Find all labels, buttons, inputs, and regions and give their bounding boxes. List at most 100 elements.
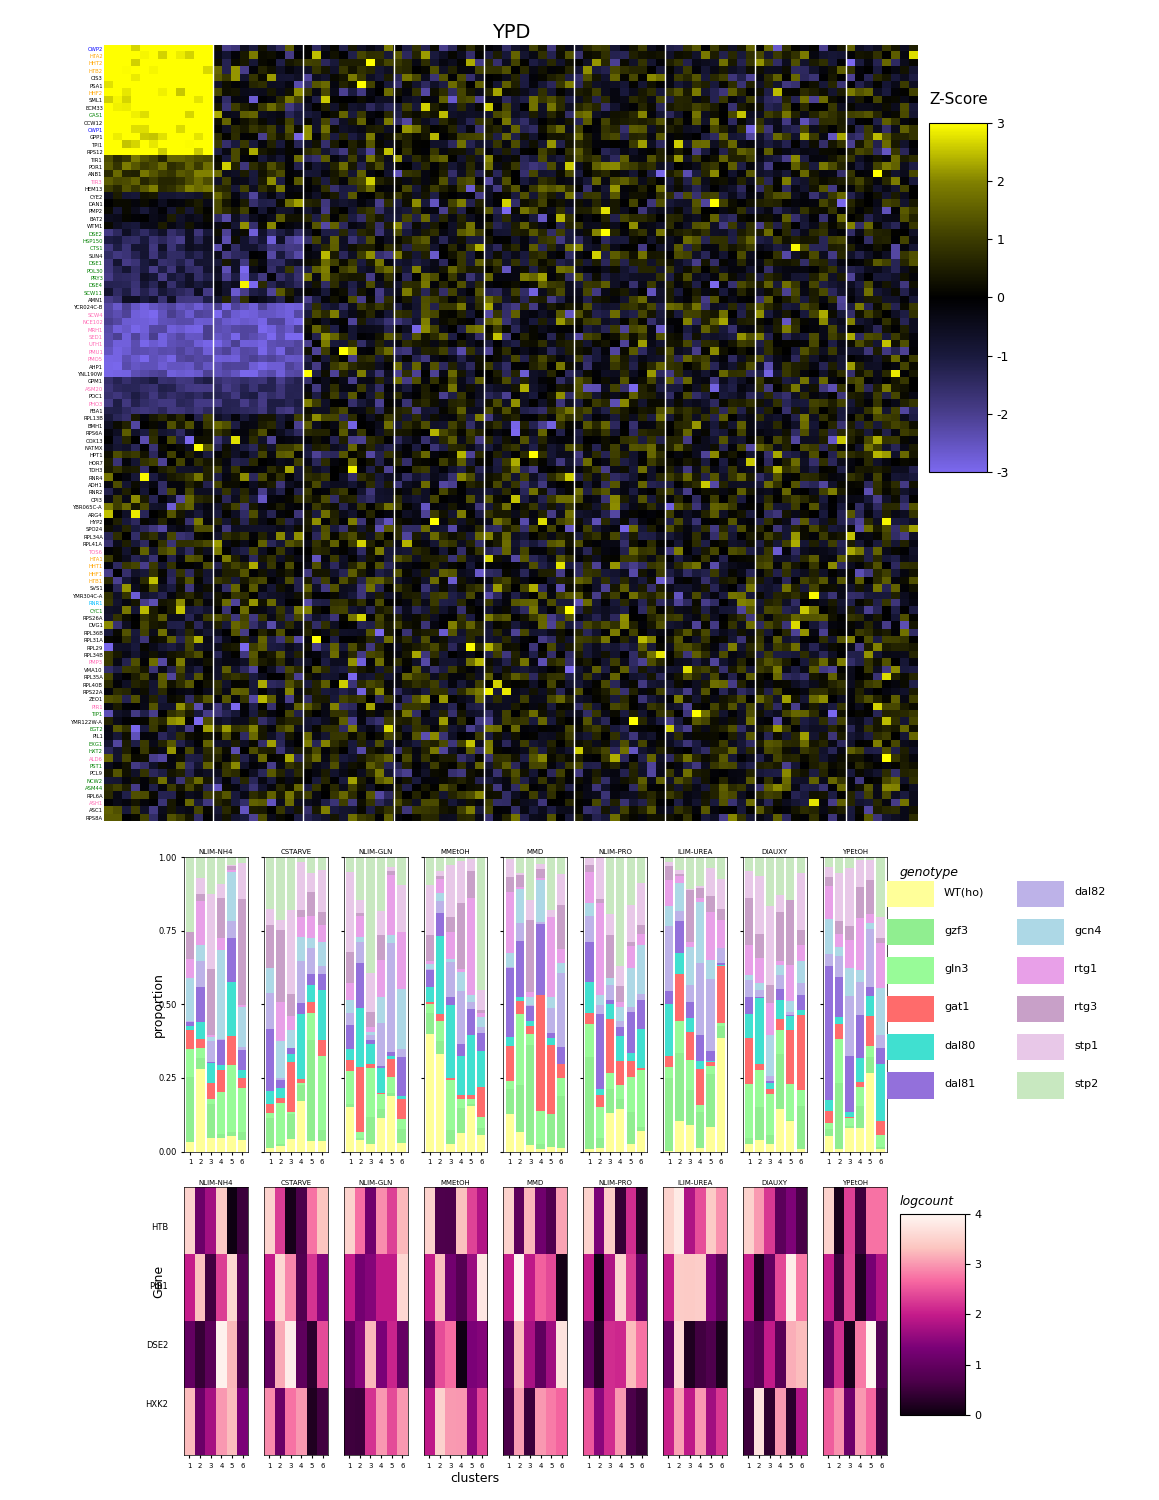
Bar bbox=[318, 912, 326, 926]
Text: gcn4: gcn4 bbox=[1074, 926, 1102, 936]
Bar bbox=[436, 870, 444, 876]
Bar bbox=[526, 1144, 534, 1152]
Bar bbox=[318, 990, 326, 1039]
Bar bbox=[706, 980, 715, 1052]
Bar bbox=[345, 982, 355, 1000]
Bar bbox=[227, 1132, 235, 1137]
Bar bbox=[197, 856, 205, 879]
Bar bbox=[197, 902, 205, 945]
Bar bbox=[286, 1114, 294, 1138]
Text: gat1: gat1 bbox=[943, 1002, 969, 1013]
Bar bbox=[446, 933, 454, 958]
Bar bbox=[745, 1138, 753, 1144]
FancyBboxPatch shape bbox=[887, 1072, 934, 1098]
Bar bbox=[716, 1023, 724, 1026]
Bar bbox=[836, 957, 844, 976]
Bar bbox=[286, 1138, 294, 1152]
Bar bbox=[356, 1137, 364, 1140]
Bar bbox=[505, 1082, 513, 1089]
Bar bbox=[436, 876, 444, 879]
Bar bbox=[356, 1008, 364, 1066]
FancyBboxPatch shape bbox=[1018, 880, 1064, 908]
Bar bbox=[676, 884, 684, 910]
Bar bbox=[478, 856, 486, 990]
Bar bbox=[866, 880, 874, 915]
Bar bbox=[876, 1120, 884, 1136]
Title: NLIM-NH4: NLIM-NH4 bbox=[199, 849, 233, 855]
Bar bbox=[606, 986, 614, 1000]
Bar bbox=[585, 858, 593, 865]
Bar bbox=[446, 1080, 454, 1130]
Bar bbox=[356, 900, 364, 912]
Bar bbox=[478, 1088, 486, 1118]
Bar bbox=[345, 1013, 355, 1026]
Bar bbox=[845, 1118, 854, 1126]
Bar bbox=[617, 1100, 625, 1108]
Bar bbox=[197, 879, 205, 894]
Bar bbox=[286, 1054, 294, 1062]
Bar bbox=[697, 1060, 705, 1070]
Bar bbox=[627, 856, 635, 904]
Bar bbox=[467, 856, 475, 858]
Bar bbox=[855, 1088, 863, 1106]
Bar bbox=[387, 1094, 395, 1095]
Bar bbox=[756, 999, 764, 1065]
Bar bbox=[537, 1110, 545, 1144]
Bar bbox=[845, 969, 854, 996]
Bar bbox=[866, 1058, 874, 1072]
Bar bbox=[617, 1002, 625, 1007]
Bar bbox=[745, 1084, 753, 1138]
Bar bbox=[318, 856, 326, 870]
Bar bbox=[617, 1084, 625, 1100]
Bar bbox=[436, 856, 444, 870]
Bar bbox=[187, 1029, 195, 1048]
Bar bbox=[238, 862, 246, 898]
Bar bbox=[786, 966, 794, 1000]
Bar bbox=[786, 856, 794, 900]
Bar bbox=[617, 1108, 625, 1152]
Bar bbox=[716, 879, 724, 909]
Bar bbox=[478, 1028, 486, 1033]
Bar bbox=[836, 921, 844, 934]
Bar bbox=[238, 1050, 246, 1070]
Bar bbox=[845, 1056, 854, 1113]
Bar bbox=[596, 1137, 604, 1149]
Bar bbox=[596, 1089, 604, 1095]
Bar bbox=[307, 1014, 315, 1040]
Bar bbox=[227, 1065, 235, 1132]
Bar bbox=[187, 958, 195, 978]
Bar bbox=[238, 1077, 246, 1089]
Bar bbox=[425, 934, 433, 962]
Bar bbox=[547, 918, 555, 998]
Bar bbox=[627, 1011, 635, 1053]
Bar bbox=[825, 878, 833, 886]
Bar bbox=[665, 1068, 673, 1078]
Bar bbox=[206, 1083, 216, 1100]
Bar bbox=[627, 904, 635, 942]
Bar bbox=[457, 1095, 465, 1100]
Bar bbox=[377, 1023, 385, 1066]
Bar bbox=[876, 1064, 884, 1120]
Bar bbox=[756, 1065, 764, 1070]
Text: rtg1: rtg1 bbox=[1074, 964, 1098, 974]
Bar bbox=[766, 1094, 774, 1134]
Bar bbox=[267, 993, 275, 1029]
Bar bbox=[286, 1113, 294, 1114]
Bar bbox=[307, 975, 315, 986]
Bar bbox=[706, 856, 715, 867]
Bar bbox=[585, 865, 593, 871]
Text: rtg3: rtg3 bbox=[1074, 1002, 1098, 1013]
Bar bbox=[206, 1100, 216, 1104]
Bar bbox=[775, 1030, 785, 1054]
Bar bbox=[596, 898, 604, 903]
Bar bbox=[366, 1144, 374, 1152]
Bar bbox=[697, 888, 705, 898]
Bar bbox=[627, 969, 635, 1006]
Bar bbox=[398, 1119, 406, 1130]
Bar bbox=[606, 914, 614, 934]
Bar bbox=[716, 920, 724, 948]
Bar bbox=[697, 1070, 705, 1104]
Bar bbox=[467, 858, 475, 871]
Bar bbox=[557, 963, 566, 974]
Bar bbox=[876, 1146, 884, 1149]
